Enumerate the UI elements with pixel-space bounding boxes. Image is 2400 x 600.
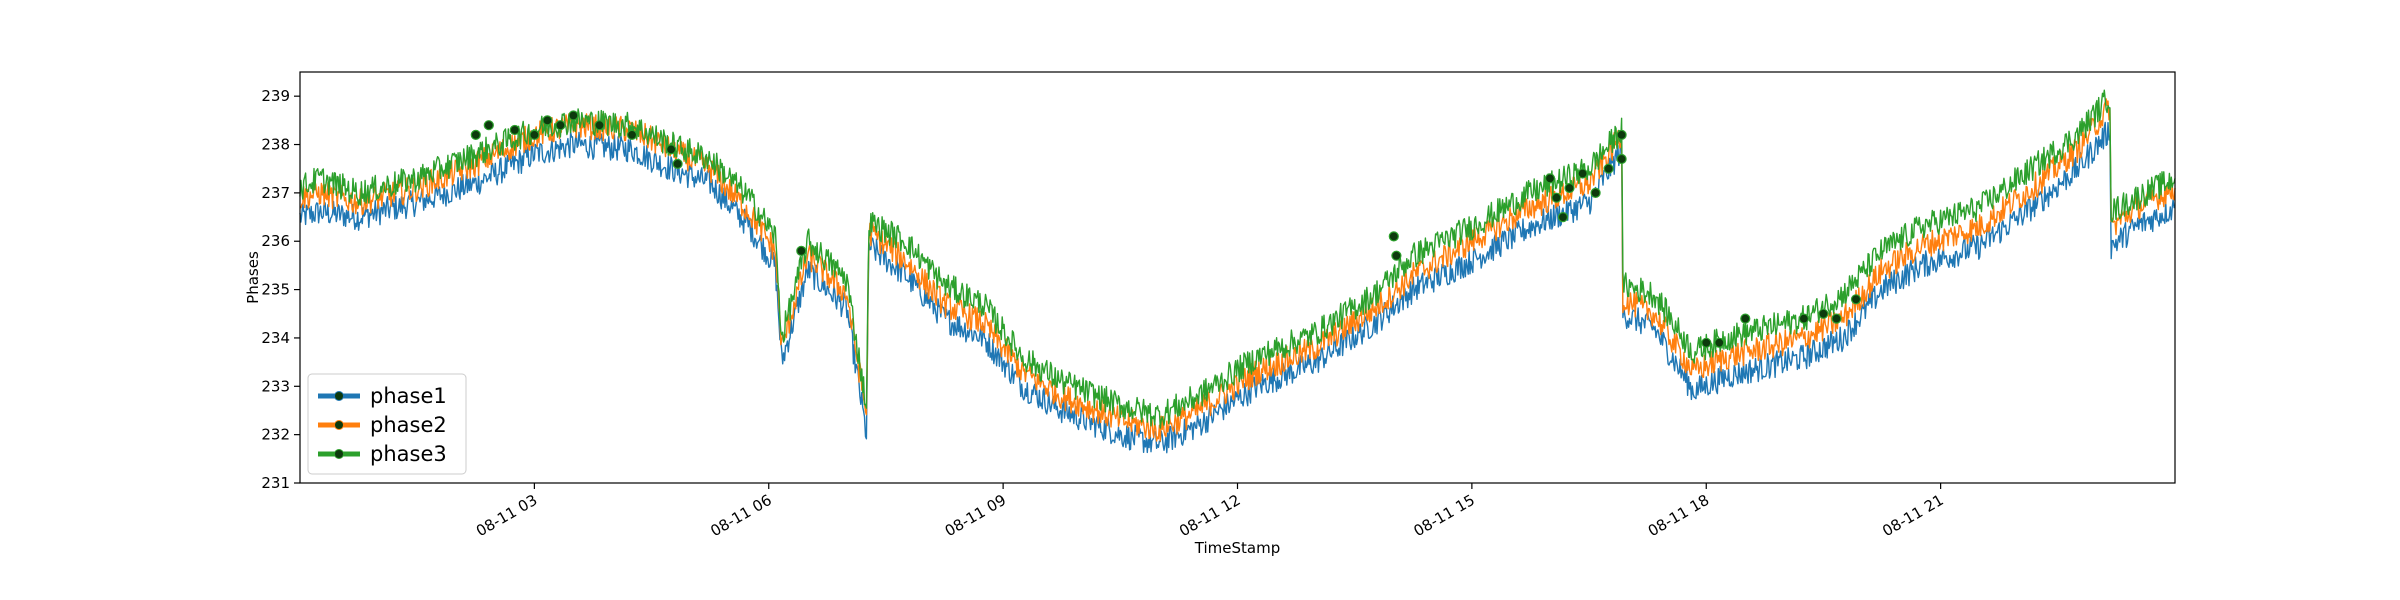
- series-line-phase3: [299, 89, 2176, 429]
- y-tick-label: 238: [261, 136, 290, 154]
- anomaly-marker: [1850, 294, 1862, 305]
- anomaly-marker: [1391, 250, 1402, 261]
- legend-box: [307, 373, 467, 475]
- legend-label-phase3: phase3: [370, 442, 447, 466]
- y-tick-label: 231: [261, 474, 290, 492]
- legend-label-phase2: phase2: [370, 413, 447, 437]
- y-tick-label: 233: [261, 377, 290, 395]
- x-tick-label: 08-11 18: [1645, 491, 1712, 540]
- anomaly-marker: [1544, 173, 1556, 184]
- anomaly-marker: [1798, 313, 1810, 324]
- series-line-phase1: [299, 121, 2176, 454]
- anomaly-marker: [470, 129, 481, 140]
- series-layer: [299, 89, 2176, 454]
- legend-label-phase1: phase1: [370, 384, 447, 408]
- y-tick-label: 239: [261, 87, 290, 105]
- anomaly-marker: [1616, 153, 1627, 165]
- anomaly-marker: [1831, 313, 1842, 324]
- x-tick-label: 08-11 09: [942, 491, 1009, 540]
- y-tick-label: 237: [261, 184, 290, 202]
- anomaly-marker: [594, 120, 605, 131]
- anomaly-marker: [529, 129, 540, 140]
- anomaly-marker: [1701, 337, 1712, 348]
- series-line-phase2: [299, 98, 2176, 442]
- anomaly-marker: [672, 158, 683, 169]
- anomaly-marker: [1557, 212, 1569, 223]
- anomaly-marker: [1564, 182, 1575, 194]
- anomaly-marker: [1577, 168, 1588, 179]
- legend-marker-icon: [334, 420, 344, 430]
- x-axis-title: TimeStamp: [1194, 539, 1280, 557]
- anomaly-marker: [542, 115, 553, 126]
- anomaly-marker: [1551, 192, 1562, 203]
- anomaly-marker: [796, 245, 807, 256]
- anomaly-marker: [1616, 129, 1627, 140]
- anomaly-marker: [509, 124, 520, 136]
- y-tick-label: 235: [261, 281, 290, 299]
- anomaly-marker: [483, 120, 494, 131]
- legend-marker-icon: [334, 391, 344, 401]
- x-tick-label: 08-11 21: [1879, 491, 1946, 540]
- y-tick-label: 234: [261, 329, 290, 347]
- y-axis: 231 232 233 234 235 236 237 238 239: [261, 87, 300, 492]
- x-tick-label: 08-11 12: [1176, 491, 1243, 540]
- legend-marker-icon: [334, 449, 344, 459]
- anomaly-marker: [1388, 231, 1399, 242]
- anomaly-marker: [665, 144, 677, 155]
- anomaly-marker: [626, 129, 638, 140]
- y-tick-label: 232: [261, 426, 290, 444]
- anomaly-marker: [1590, 187, 1601, 198]
- anomaly-marker: [555, 120, 566, 131]
- legend: phase1 phase2 phase3: [307, 373, 467, 475]
- x-axis: 08-11 03 08-11 06 08-11 09 08-11 12 08-11 15…: [473, 483, 1947, 540]
- anomaly-marker: [1818, 308, 1829, 319]
- x-tick-label: 08-11 15: [1410, 491, 1477, 540]
- anomaly-marker: [1740, 313, 1751, 324]
- y-tick-label: 236: [261, 232, 290, 250]
- anomaly-marker: [1603, 163, 1614, 174]
- anomaly-marker: [1714, 337, 1725, 348]
- x-tick-label: 08-11 03: [473, 491, 540, 540]
- y-axis-title: Phases: [244, 251, 262, 304]
- x-tick-label: 08-11 06: [707, 491, 774, 540]
- anomaly-marker: [568, 110, 579, 121]
- marker-layer: [470, 110, 1862, 348]
